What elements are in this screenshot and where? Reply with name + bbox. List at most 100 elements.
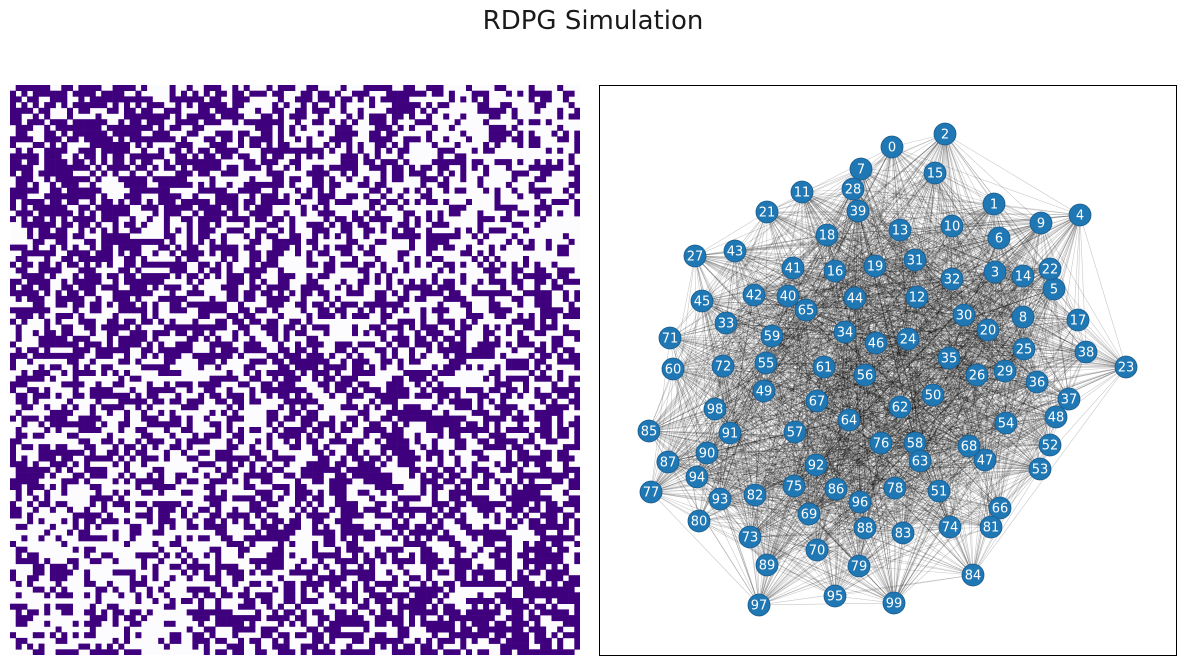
heatmap-cell	[49, 415, 56, 422]
heatmap-cell	[426, 626, 433, 633]
heatmap-cell	[574, 107, 580, 114]
heatmap-cell	[277, 250, 284, 257]
heatmap-cell	[346, 518, 353, 525]
heatmap-cell	[32, 90, 39, 97]
heatmap-cell	[289, 238, 296, 245]
heatmap-cell	[431, 552, 438, 559]
heatmap-cell	[72, 478, 79, 485]
heatmap-cell	[112, 392, 119, 399]
heatmap-cell	[44, 404, 51, 411]
heatmap-cell	[89, 193, 96, 200]
heatmap-cell	[443, 466, 450, 473]
heatmap-cell	[454, 558, 461, 565]
heatmap-cell	[226, 444, 233, 451]
heatmap-cell	[141, 398, 148, 405]
heatmap-cell	[391, 637, 398, 644]
heatmap-cell	[568, 398, 575, 405]
heatmap-cell	[545, 575, 552, 582]
heatmap-cell	[340, 227, 347, 234]
heatmap-cell	[289, 472, 296, 479]
heatmap-cell	[169, 352, 176, 359]
heatmap-cell	[158, 193, 165, 200]
heatmap-cell	[203, 552, 210, 559]
heatmap-cell	[209, 478, 216, 485]
heatmap-cell	[95, 643, 102, 650]
heatmap-cell	[129, 569, 136, 576]
heatmap-cell	[431, 273, 438, 280]
heatmap-cell	[72, 546, 79, 553]
heatmap-cell	[27, 489, 34, 496]
heatmap-cell	[232, 256, 239, 262]
heatmap-cell	[517, 444, 524, 451]
heatmap-cell	[414, 335, 421, 342]
heatmap-cell	[391, 615, 398, 622]
heatmap-cell	[374, 210, 381, 217]
heatmap-cell	[226, 427, 233, 433]
heatmap-cell	[528, 506, 535, 513]
heatmap-cell	[403, 506, 410, 513]
heatmap-cell	[289, 409, 296, 416]
heatmap-cell	[295, 438, 301, 445]
heatmap-cell	[255, 136, 262, 143]
heatmap-cell	[186, 170, 193, 177]
heatmap-cell	[437, 449, 444, 456]
heatmap-cell	[323, 512, 330, 519]
heatmap-cell	[215, 142, 222, 148]
heatmap-cell	[84, 512, 91, 519]
heatmap-cell	[21, 284, 28, 291]
heatmap-cell	[289, 370, 296, 376]
heatmap-cell	[334, 216, 341, 223]
heatmap-cell	[89, 153, 96, 160]
heatmap-cell	[55, 592, 62, 599]
heatmap-cell	[460, 273, 467, 280]
heatmap-cell	[44, 444, 51, 451]
heatmap-cell	[557, 586, 564, 593]
heatmap-cell	[448, 609, 455, 616]
heatmap-cell	[574, 290, 580, 297]
heatmap-cell	[414, 404, 421, 411]
heatmap-cell	[38, 295, 45, 302]
heatmap-cell	[329, 352, 336, 359]
heatmap-cell	[505, 592, 512, 599]
heatmap-cell	[409, 375, 415, 382]
heatmap-cell	[334, 124, 341, 131]
heatmap-cell	[443, 159, 450, 166]
heatmap-cell	[403, 541, 410, 547]
heatmap-cell	[277, 130, 284, 137]
heatmap-cell	[557, 352, 564, 359]
heatmap-cell	[21, 85, 28, 91]
heatmap-cell	[203, 535, 210, 542]
heatmap-cell	[118, 159, 125, 166]
heatmap-cell	[454, 330, 461, 337]
heatmap-cell	[420, 444, 427, 451]
heatmap-cell	[437, 461, 444, 468]
heatmap-cell	[61, 147, 68, 154]
heatmap-cell	[238, 637, 244, 644]
heatmap-cell	[448, 244, 455, 251]
heatmap-cell	[158, 238, 165, 245]
heatmap-cell	[141, 461, 148, 468]
heatmap-cell	[27, 107, 34, 114]
heatmap-cell	[517, 238, 524, 245]
heatmap-cell	[528, 546, 535, 553]
heatmap-cell	[505, 181, 512, 188]
heatmap-cell	[511, 233, 518, 240]
heatmap-cell	[540, 421, 547, 428]
heatmap-cell	[323, 199, 330, 205]
heatmap-cell	[209, 250, 216, 257]
heatmap-cell	[300, 147, 307, 154]
heatmap-cell	[215, 164, 222, 171]
heatmap-cell	[101, 244, 108, 251]
heatmap-cell	[124, 307, 130, 314]
heatmap-cell	[391, 620, 398, 627]
heatmap-cell	[420, 341, 427, 348]
heatmap-cell	[380, 159, 387, 166]
heatmap-cell	[534, 284, 541, 291]
heatmap-cell	[540, 609, 547, 616]
heatmap-cell	[403, 147, 410, 154]
heatmap-cell	[175, 535, 182, 542]
heatmap-cell	[266, 164, 273, 171]
heatmap-cell	[386, 444, 393, 451]
heatmap-cell	[551, 632, 558, 639]
heatmap-cell	[369, 609, 376, 616]
